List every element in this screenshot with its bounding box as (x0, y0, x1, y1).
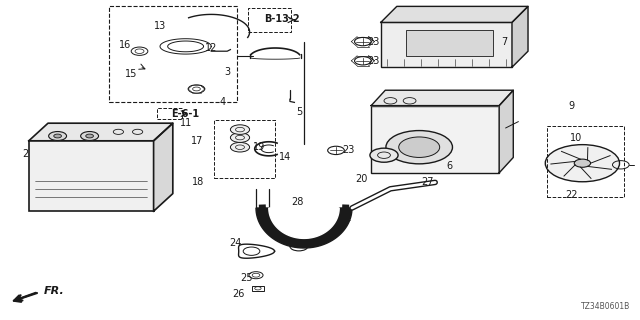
Text: 11: 11 (179, 118, 192, 128)
Bar (381, 22, 512, 67)
Circle shape (230, 142, 250, 152)
Text: 23: 23 (342, 145, 355, 156)
Text: 15: 15 (125, 68, 138, 79)
Text: 7: 7 (501, 36, 508, 47)
Text: 19: 19 (253, 142, 266, 152)
Bar (406, 30, 493, 56)
Bar (371, 106, 499, 173)
Circle shape (49, 132, 67, 140)
Polygon shape (371, 90, 513, 106)
Circle shape (230, 133, 250, 142)
Text: 22: 22 (565, 190, 578, 200)
Text: 27: 27 (421, 177, 434, 188)
Polygon shape (29, 123, 173, 141)
Bar (109, 6, 237, 102)
Text: 16: 16 (118, 40, 131, 50)
Text: TZ34B0601B: TZ34B0601B (581, 302, 630, 311)
Text: 20: 20 (355, 174, 368, 184)
Text: 28: 28 (291, 196, 303, 207)
Circle shape (399, 137, 440, 157)
Text: 23: 23 (367, 56, 380, 66)
Text: 9: 9 (568, 100, 575, 111)
Circle shape (545, 145, 620, 182)
Bar (252, 286, 264, 291)
Bar (547, 126, 624, 197)
Text: 10: 10 (570, 132, 582, 143)
Text: 23: 23 (367, 36, 380, 47)
Text: 13: 13 (154, 20, 166, 31)
Bar (157, 108, 182, 119)
Polygon shape (381, 6, 528, 22)
Circle shape (230, 125, 250, 134)
Text: 4: 4 (220, 97, 226, 108)
Circle shape (574, 159, 591, 167)
Circle shape (370, 148, 398, 162)
Text: 6: 6 (447, 161, 453, 172)
Text: 12: 12 (205, 43, 218, 53)
Bar (214, 120, 275, 178)
Text: E-6-1: E-6-1 (172, 108, 200, 119)
Text: 17: 17 (191, 136, 204, 146)
Circle shape (86, 134, 93, 138)
Text: FR.: FR. (44, 286, 64, 296)
Text: 5: 5 (296, 107, 303, 117)
Bar (248, 8, 291, 32)
Text: 26: 26 (232, 289, 245, 299)
Polygon shape (269, 208, 339, 238)
Text: 21: 21 (339, 212, 352, 223)
Text: 2: 2 (22, 148, 29, 159)
Text: B-13-2: B-13-2 (264, 14, 300, 24)
Polygon shape (512, 6, 528, 67)
Polygon shape (499, 90, 513, 173)
Text: 25: 25 (240, 273, 253, 284)
Text: 18: 18 (192, 177, 205, 188)
Bar (29, 141, 154, 211)
Text: 14: 14 (279, 152, 292, 162)
Text: 24: 24 (229, 238, 242, 248)
Polygon shape (256, 208, 352, 248)
Text: 3: 3 (224, 67, 230, 77)
Circle shape (54, 134, 61, 138)
Polygon shape (154, 123, 173, 211)
Circle shape (81, 132, 99, 140)
Circle shape (386, 131, 452, 164)
